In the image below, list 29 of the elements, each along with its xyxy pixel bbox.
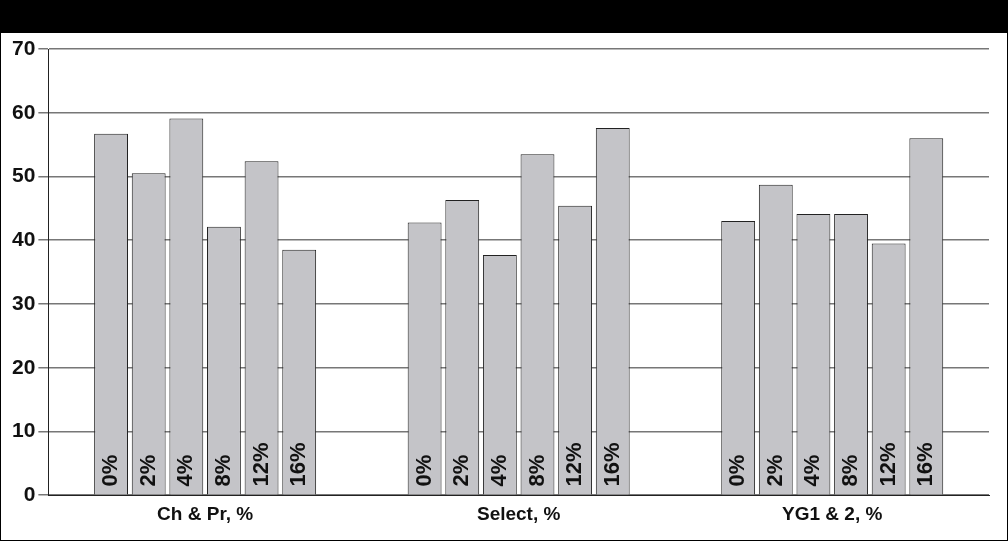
text: 8%	[837, 454, 863, 487]
text: 12%	[247, 442, 273, 487]
y-tick-label: 40	[12, 227, 36, 251]
text: 4%	[799, 454, 825, 487]
text: 8%	[210, 454, 236, 487]
text: 0%	[410, 454, 436, 487]
text: 16%	[598, 442, 624, 487]
series-label: 16%	[285, 442, 311, 487]
series-label: 8%	[523, 454, 549, 487]
text: 16%	[912, 442, 938, 487]
y-tick-label: 10	[12, 418, 36, 442]
series-label: 4%	[172, 454, 198, 487]
x-tick-label: Select, %	[476, 502, 561, 524]
series-label: 12%	[561, 442, 587, 487]
y-tick-label: 70	[12, 35, 36, 59]
x-tick-label: Ch & Pr, %	[157, 502, 254, 524]
series-label: 0%	[97, 454, 123, 487]
x-tick-label: YG1 & 2, %	[782, 502, 883, 524]
text: 2%	[134, 454, 160, 487]
text: 4%	[485, 454, 511, 487]
text: 2%	[761, 454, 787, 487]
series-label: 2%	[448, 454, 474, 487]
text: 12%	[874, 442, 900, 487]
y-tick-label: 60	[12, 99, 36, 123]
y-tick-label: 50	[12, 163, 36, 187]
y-tick-label: 30	[12, 290, 36, 314]
y-tick-label: 20	[12, 354, 36, 378]
y-tick-label: 0	[23, 482, 36, 505]
text: 0%	[724, 454, 750, 487]
